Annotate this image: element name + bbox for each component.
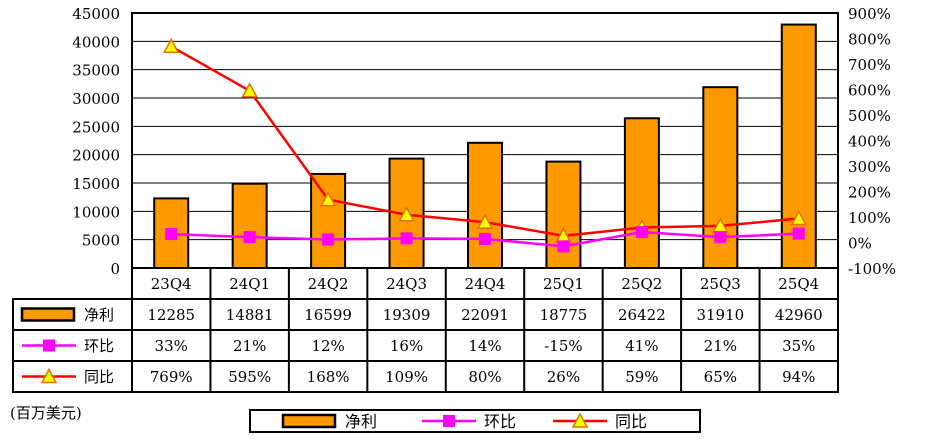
table-cell: 14881 — [226, 306, 274, 324]
marker-qoq — [322, 233, 335, 246]
right-tick-label: 800% — [848, 31, 891, 49]
left-tick-label: 30000 — [72, 90, 120, 108]
row-header-yoy: 同比 — [84, 368, 114, 386]
category-label: 25Q3 — [700, 275, 741, 293]
table-cell: 18775 — [540, 306, 588, 324]
table-cell: 595% — [228, 368, 271, 386]
right-tick-label: 600% — [848, 82, 891, 100]
left-tick-label: 20000 — [72, 147, 120, 165]
category-label: 25Q1 — [543, 275, 584, 293]
marker-yoy — [162, 37, 180, 54]
category-label: 24Q3 — [386, 275, 427, 293]
table-cell: 33% — [155, 337, 188, 355]
marker-yoy — [241, 82, 258, 98]
table-cell: 16599 — [304, 306, 352, 324]
category-label: 24Q1 — [229, 275, 270, 293]
table-cell: 14% — [468, 337, 501, 355]
row-header-qoq: 环比 — [84, 337, 114, 355]
table-cell: 19309 — [383, 306, 431, 324]
marker-qoq — [243, 231, 256, 244]
table-cell: 26% — [547, 368, 580, 386]
table-cell: 59% — [625, 368, 658, 386]
marker-yoy — [476, 213, 494, 229]
right-tick-label: 0% — [848, 235, 872, 253]
right-tick-label: 100% — [848, 209, 891, 227]
bar-net-profit — [780, 23, 817, 270]
legend: 净利 环比 同比 — [249, 409, 701, 433]
table-cell: 31910 — [696, 306, 744, 324]
bar-net-profit — [467, 141, 503, 270]
marker-qoq — [400, 232, 413, 245]
table-cell: 769% — [150, 368, 193, 386]
right-tick-label: 300% — [848, 158, 891, 176]
left-tick-label: 5000 — [82, 232, 120, 250]
category-label: 24Q2 — [308, 275, 349, 293]
table-cell: 41% — [625, 337, 658, 355]
right-tick-label: 900% — [848, 5, 891, 23]
legend-bar-swatch — [20, 307, 76, 322]
table-cell: 80% — [468, 368, 501, 386]
unit-note: (百万美元) — [10, 404, 82, 422]
marker-yoy — [319, 191, 337, 207]
left-tick-label: 35000 — [72, 62, 120, 80]
right-tick-label: 700% — [848, 56, 891, 74]
bar-net-profit — [231, 182, 268, 269]
category-label: 24Q4 — [465, 275, 506, 293]
marker-qoq — [635, 226, 648, 239]
legend-square-marker — [443, 415, 455, 427]
marker-yoy — [398, 206, 415, 222]
marker-qoq — [714, 231, 727, 244]
category-label: 25Q4 — [778, 275, 819, 293]
marker-qoq — [557, 240, 570, 253]
legend-label: 净利 — [345, 412, 377, 431]
table-cell: 168% — [307, 368, 350, 386]
left-tick-label: 25000 — [72, 118, 120, 136]
legend-label: 环比 — [484, 412, 516, 431]
table-cell: 22091 — [461, 306, 509, 324]
left-tick-label: 10000 — [72, 203, 120, 221]
legend-bar-swatch — [281, 413, 337, 429]
right-tick-label: 500% — [848, 107, 891, 125]
row-header-net-profit: 净利 — [84, 306, 114, 324]
marker-qoq — [165, 228, 178, 241]
bar-net-profit — [623, 117, 660, 269]
table-cell: 16% — [390, 337, 423, 355]
table-cell: 26422 — [618, 306, 666, 324]
table-cell: 12285 — [147, 306, 195, 324]
left-tick-label: 40000 — [72, 33, 120, 51]
left-tick-label: 45000 — [72, 5, 120, 23]
table-cell: 65% — [704, 368, 737, 386]
right-tick-label: 400% — [848, 133, 891, 151]
table-cell: 109% — [385, 368, 428, 386]
left-tick-label: 0 — [110, 260, 120, 278]
right-tick-label: -100% — [848, 260, 896, 278]
table-cell: 21% — [704, 337, 737, 355]
legend-triangle-marker — [571, 412, 589, 428]
table-cell: 12% — [311, 337, 344, 355]
table-cell: 21% — [233, 337, 266, 355]
legend-label: 同比 — [615, 412, 647, 431]
table-cell: 42960 — [775, 306, 823, 324]
bar-net-profit — [310, 172, 347, 269]
legend-triangle-marker — [40, 367, 58, 384]
legend-square-marker — [43, 339, 55, 352]
table-cell: 35% — [782, 337, 815, 355]
marker-yoy — [790, 209, 808, 226]
category-label: 23Q4 — [151, 275, 192, 293]
category-label: 25Q2 — [621, 275, 662, 293]
marker-qoq — [479, 232, 491, 245]
right-tick-label: 200% — [848, 184, 891, 202]
table-cell: -15% — [544, 337, 582, 355]
marker-qoq — [792, 227, 805, 240]
left-tick-label: 15000 — [72, 175, 120, 193]
table-cell: 94% — [782, 368, 815, 386]
